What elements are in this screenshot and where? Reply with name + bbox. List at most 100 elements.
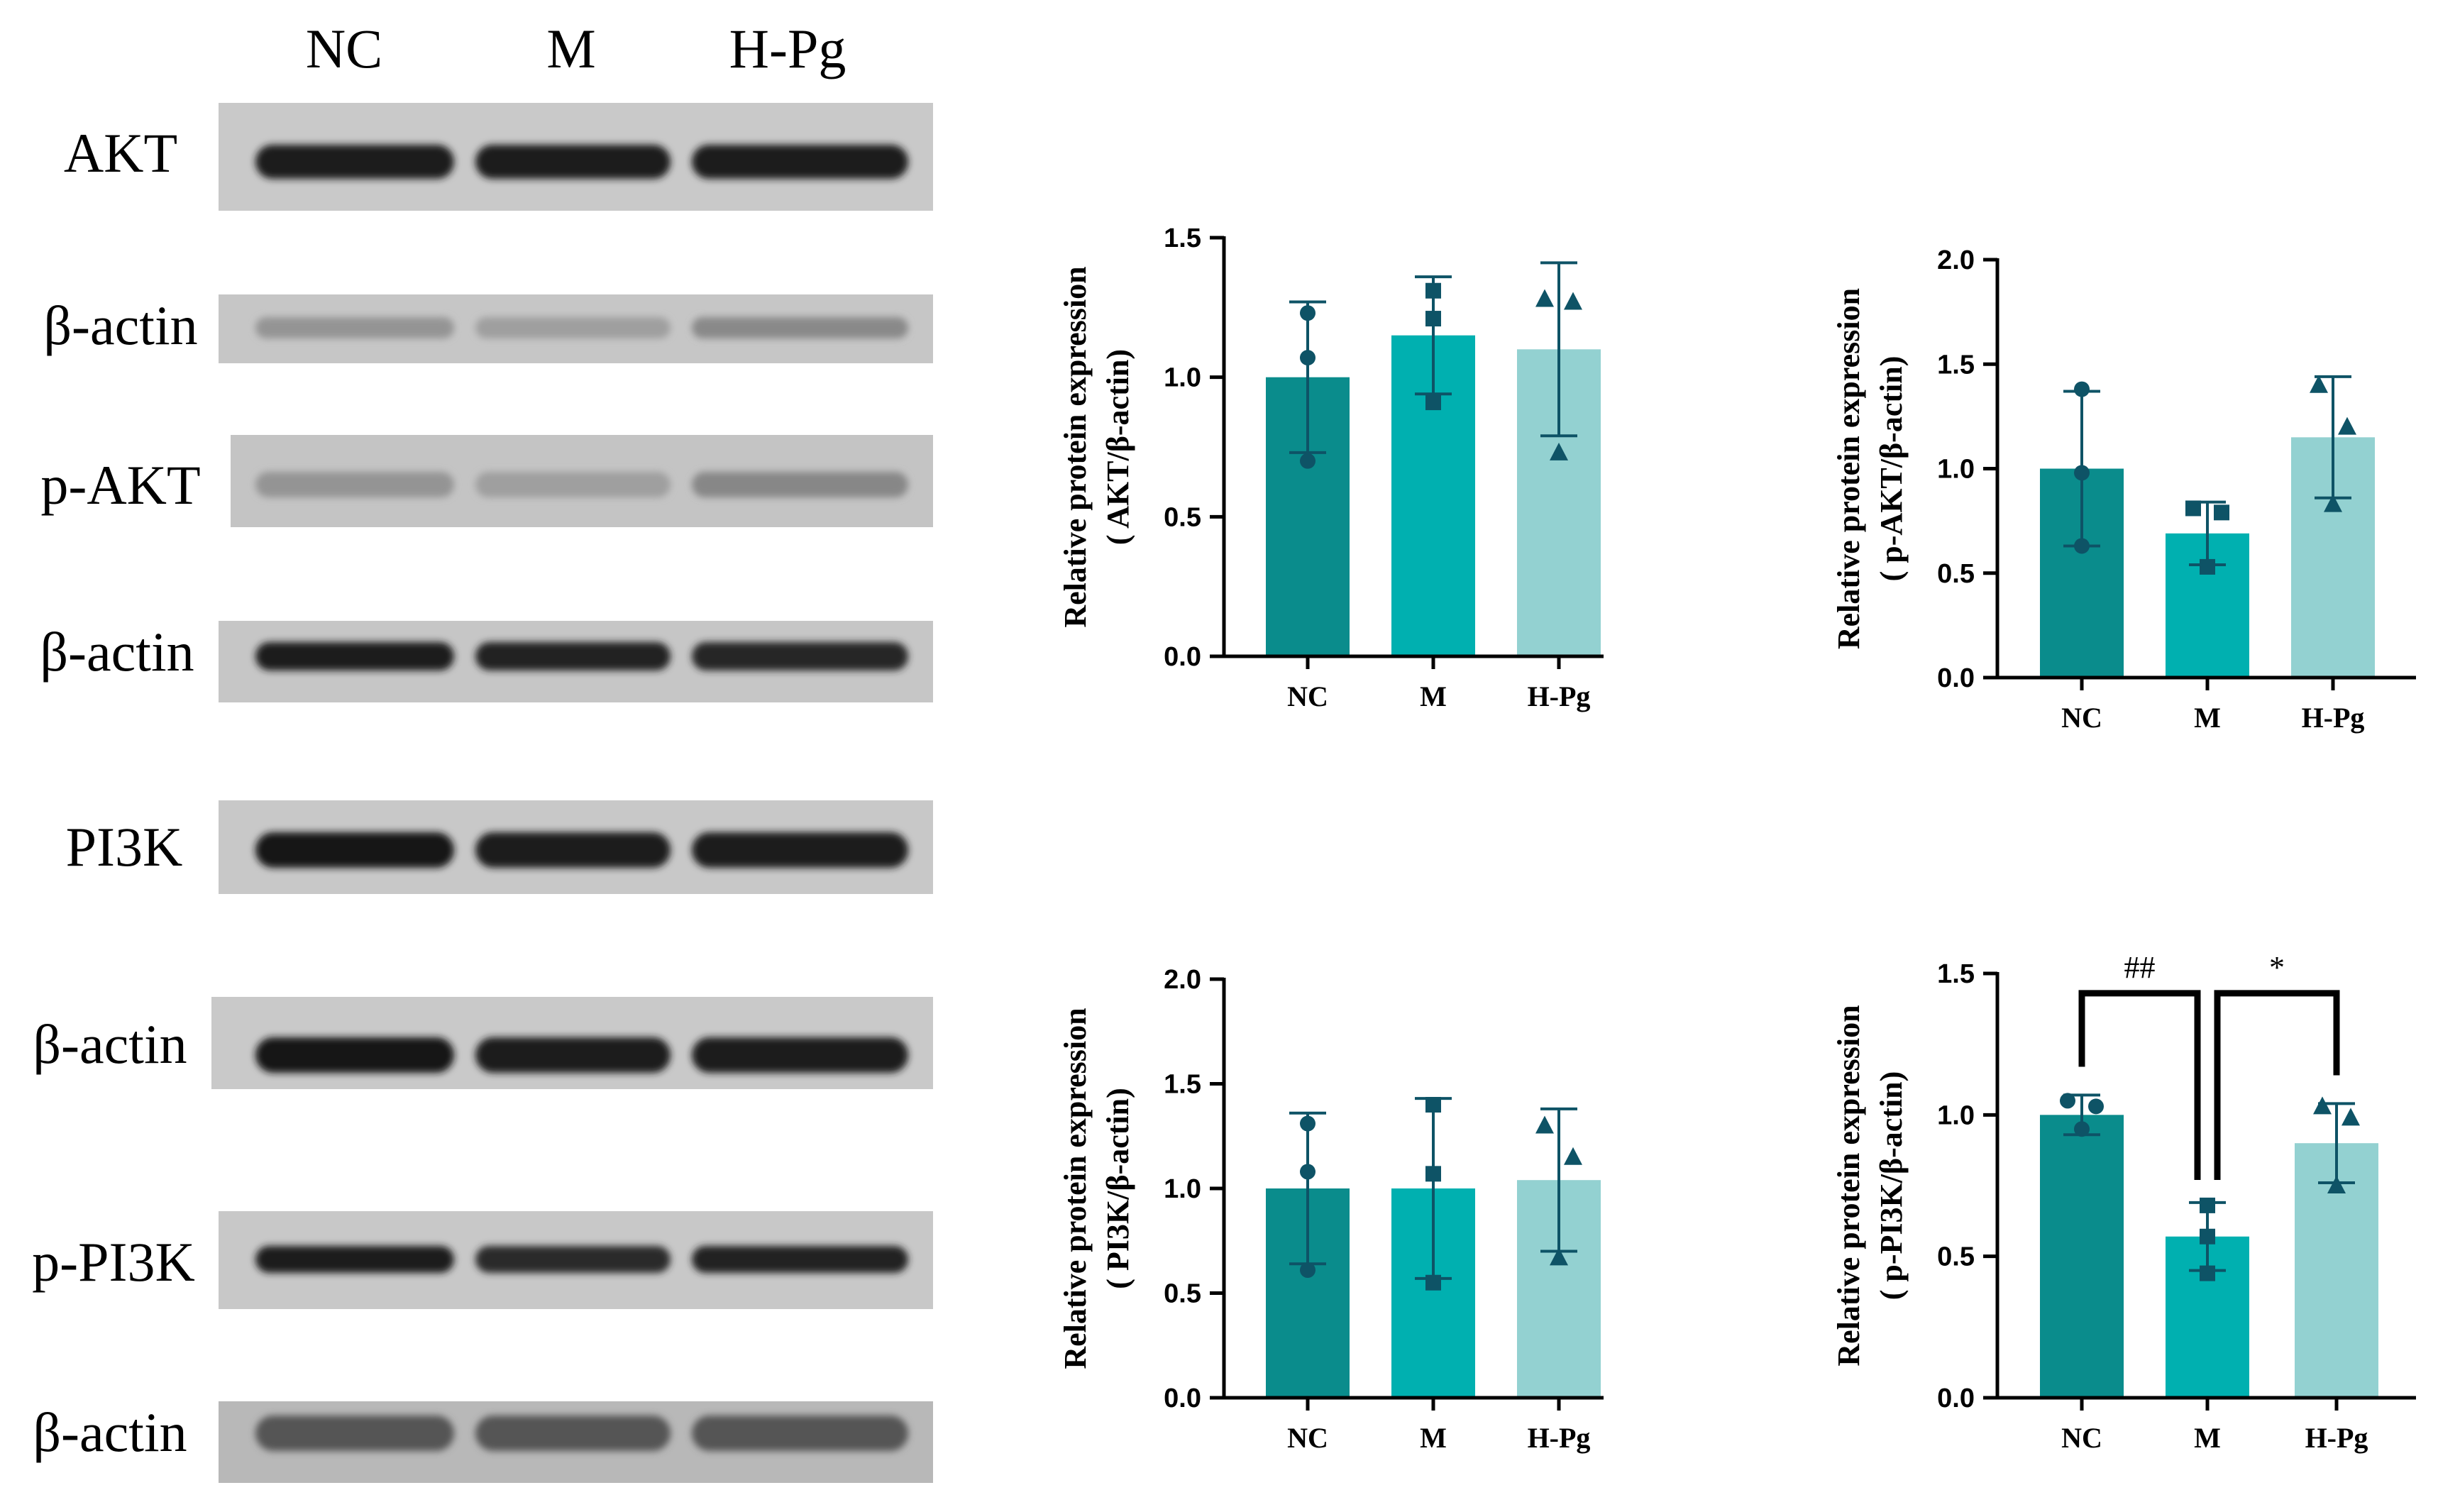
blot-band — [255, 1416, 454, 1451]
x-tick-label: M — [1420, 1422, 1447, 1454]
y-tick-label: 0.0 — [1937, 663, 1975, 693]
blot-row-label: AKT — [64, 122, 177, 184]
x-tick-label: NC — [1287, 680, 1328, 712]
blot-band — [692, 1037, 908, 1073]
data-point — [2088, 1098, 2104, 1115]
y-axis-subtitle: ( AKT/β-actin) — [1101, 349, 1135, 545]
data-point — [1425, 1166, 1441, 1182]
data-point — [1535, 289, 1554, 307]
data-point — [2310, 375, 2328, 393]
data-point — [2060, 1093, 2075, 1109]
y-axis-title: Relative protein expression — [1831, 1005, 1866, 1366]
data-point — [2074, 465, 2090, 481]
x-tick-label: H-Pg — [1528, 680, 1591, 712]
blot-band — [692, 1416, 908, 1451]
data-point — [1300, 1262, 1315, 1279]
y-tick-label: 0.0 — [1937, 1384, 1975, 1413]
y-tick-label: 1.0 — [1164, 363, 1201, 393]
bar-chart: 0.0 0.5 1.0 1.5 2.0 NC M H-Pg Relative protein e… — [1831, 245, 2416, 734]
western-blot-panel: NC M H-Pg AKT β-actin p-AKT β-actin PI3K β-actin… — [32, 18, 933, 1483]
x-tick-label: NC — [1287, 1422, 1328, 1454]
y-tick-label: 0.5 — [1164, 502, 1201, 532]
blot-row-label: β-actin — [33, 1401, 187, 1463]
data-point — [1535, 1115, 1554, 1134]
blot-band — [692, 317, 908, 338]
y-axis-title: Relative protein expression — [1831, 288, 1866, 649]
data-point — [1300, 1164, 1315, 1180]
y-tick-label: 1.5 — [1164, 224, 1201, 253]
x-tick-label: H-Pg — [1528, 1422, 1591, 1454]
data-point — [2074, 1121, 2090, 1137]
data-point — [2074, 538, 2090, 554]
y-tick-label: 0.5 — [1937, 1242, 1975, 1272]
blot-band — [255, 642, 454, 671]
data-point — [2313, 1096, 2332, 1115]
blot-band — [475, 642, 671, 671]
blot-band — [692, 472, 908, 497]
bar-chart: 0.0 0.5 1.0 1.5 NC M H-Pg Relative protein expr… — [1058, 224, 1604, 712]
y-tick-label: 2.0 — [1937, 245, 1975, 275]
y-axis-title: Relative protein expression — [1058, 266, 1093, 627]
blot-band — [255, 832, 454, 868]
blot-row-label: p-PI3K — [32, 1231, 195, 1293]
blot-band — [475, 472, 671, 497]
y-tick-label: 1.0 — [1937, 1100, 1975, 1130]
y-tick-label: 1.0 — [1937, 455, 1975, 485]
significance-label: ## — [2124, 950, 2156, 985]
blot-band — [475, 317, 671, 338]
blot-band — [475, 145, 671, 179]
blot-band — [692, 145, 908, 179]
blot-band — [692, 1246, 908, 1273]
x-tick-label: M — [2194, 1422, 2221, 1454]
blot-row-label: β-actin — [33, 1013, 187, 1075]
blot-band — [475, 1246, 671, 1273]
x-tick-label: H-Pg — [2305, 1422, 2368, 1454]
bar-chart: 0.0 0.5 1.0 1.5 2.0 NC M H-Pg Relative protein e… — [1058, 965, 1604, 1454]
data-point — [1425, 394, 1441, 411]
y-tick-label: 1.0 — [1164, 1174, 1201, 1204]
blot-row-label: PI3K — [66, 816, 183, 878]
significance-label: * — [2269, 950, 2285, 985]
blot-band — [692, 832, 908, 868]
data-point — [2200, 1228, 2215, 1245]
data-point — [1564, 1147, 1582, 1165]
data-point — [2214, 504, 2229, 521]
y-tick-label: 2.0 — [1164, 965, 1201, 995]
blot-row-label: β-actin — [40, 621, 194, 683]
blot-band — [692, 642, 908, 671]
data-point — [1300, 1115, 1315, 1132]
bar — [2040, 1115, 2124, 1398]
blot-row-label: β-actin — [43, 294, 197, 356]
data-point — [2200, 1265, 2215, 1281]
y-axis-title: Relative protein expression — [1058, 1008, 1093, 1369]
x-tick-label: NC — [2061, 702, 2102, 734]
data-point — [1300, 350, 1315, 366]
x-tick-label: M — [2194, 702, 2221, 734]
data-point — [1425, 282, 1441, 299]
data-point — [2324, 494, 2342, 512]
x-tick-label: H-Pg — [2302, 702, 2365, 734]
data-point — [2200, 558, 2215, 575]
data-point — [2342, 1108, 2360, 1126]
y-tick-label: 0.5 — [1164, 1279, 1201, 1309]
data-point — [1300, 453, 1315, 469]
y-axis-subtitle: ( PI3K/β-actin) — [1101, 1088, 1135, 1288]
data-point — [2327, 1176, 2346, 1193]
data-point — [1300, 305, 1315, 321]
blot-band — [255, 317, 454, 338]
data-point — [2185, 500, 2201, 517]
blot-band — [255, 1246, 454, 1273]
data-point — [1550, 1247, 1568, 1266]
data-point — [1425, 1097, 1441, 1113]
data-point — [1425, 1274, 1441, 1291]
lane-label: H-Pg — [729, 18, 846, 79]
y-tick-label: 1.5 — [1937, 350, 1975, 380]
lane-label: M — [546, 18, 595, 79]
x-tick-label: M — [1420, 680, 1447, 712]
bar-chart: 0.0 0.5 1.0 1.5 NC M H-Pg Relative protein expr… — [1831, 950, 2416, 1454]
significance-bracket — [2078, 990, 2201, 1181]
y-tick-label: 0.5 — [1937, 559, 1975, 589]
data-point — [1425, 311, 1441, 327]
blot-band — [475, 1037, 671, 1073]
